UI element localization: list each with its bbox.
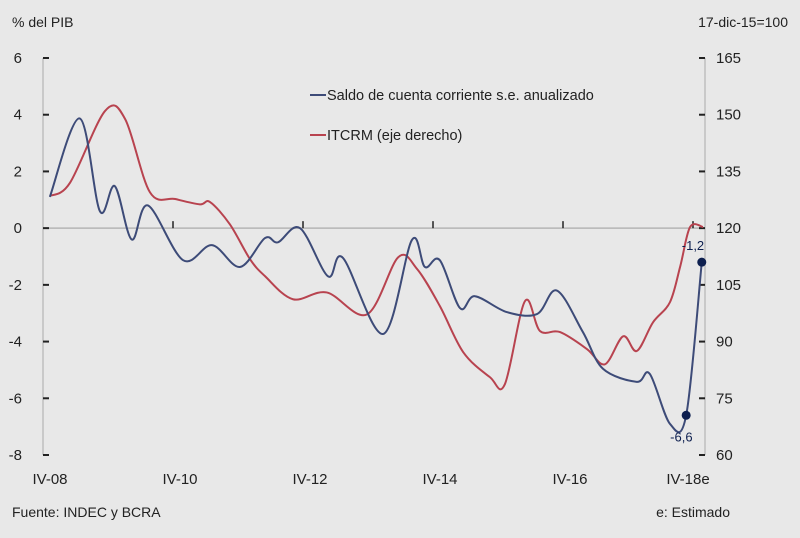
data-point-marker <box>681 410 691 420</box>
legend-label: ITCRM (eje derecho) <box>327 128 462 144</box>
left-y-tick-label: 0 <box>14 220 22 237</box>
right-y-tick-label: 120 <box>716 220 741 237</box>
x-tick-label: IV-12 <box>292 471 327 488</box>
right-y-tick-label: 150 <box>716 107 741 124</box>
right-y-tick-label: 75 <box>716 390 733 407</box>
itcrm-line <box>49 104 704 391</box>
footnote: e: Estimado <box>656 504 730 520</box>
data-label: -1,2 <box>682 238 704 253</box>
x-tick-label: IV-14 <box>422 471 457 488</box>
data-point-marker <box>697 257 707 267</box>
x-tick-label: IV-18e <box>666 471 709 488</box>
left-y-tick-label: 4 <box>14 107 22 124</box>
x-tick-label: IV-10 <box>162 471 197 488</box>
left-y-tick-label: -8 <box>9 447 22 464</box>
current-account-line <box>48 117 703 434</box>
x-tick-label: IV-08 <box>32 471 67 488</box>
right-y-tick-label: 105 <box>716 277 741 294</box>
right-y-tick-label: 135 <box>716 163 741 180</box>
data-label: -6,6 <box>670 429 692 444</box>
legend-label: Saldo de cuenta corriente s.e. anualizad… <box>327 88 594 104</box>
left-y-tick-label: -6 <box>9 390 22 407</box>
x-tick-label: IV-16 <box>552 471 587 488</box>
right-axis-unit-label: 17-dic-15=100 <box>698 14 788 30</box>
right-y-tick-label: 60 <box>716 447 733 464</box>
source-note: Fuente: INDEC y BCRA <box>12 504 161 520</box>
left-axis-unit-label: % del PIB <box>12 14 73 30</box>
left-y-tick-label: -4 <box>9 334 22 351</box>
left-y-tick-label: -2 <box>9 277 22 294</box>
right-y-tick-label: 90 <box>716 334 733 351</box>
right-y-tick-label: 165 <box>716 50 741 67</box>
left-y-tick-label: 6 <box>14 50 22 67</box>
left-y-tick-label: 2 <box>14 163 22 180</box>
